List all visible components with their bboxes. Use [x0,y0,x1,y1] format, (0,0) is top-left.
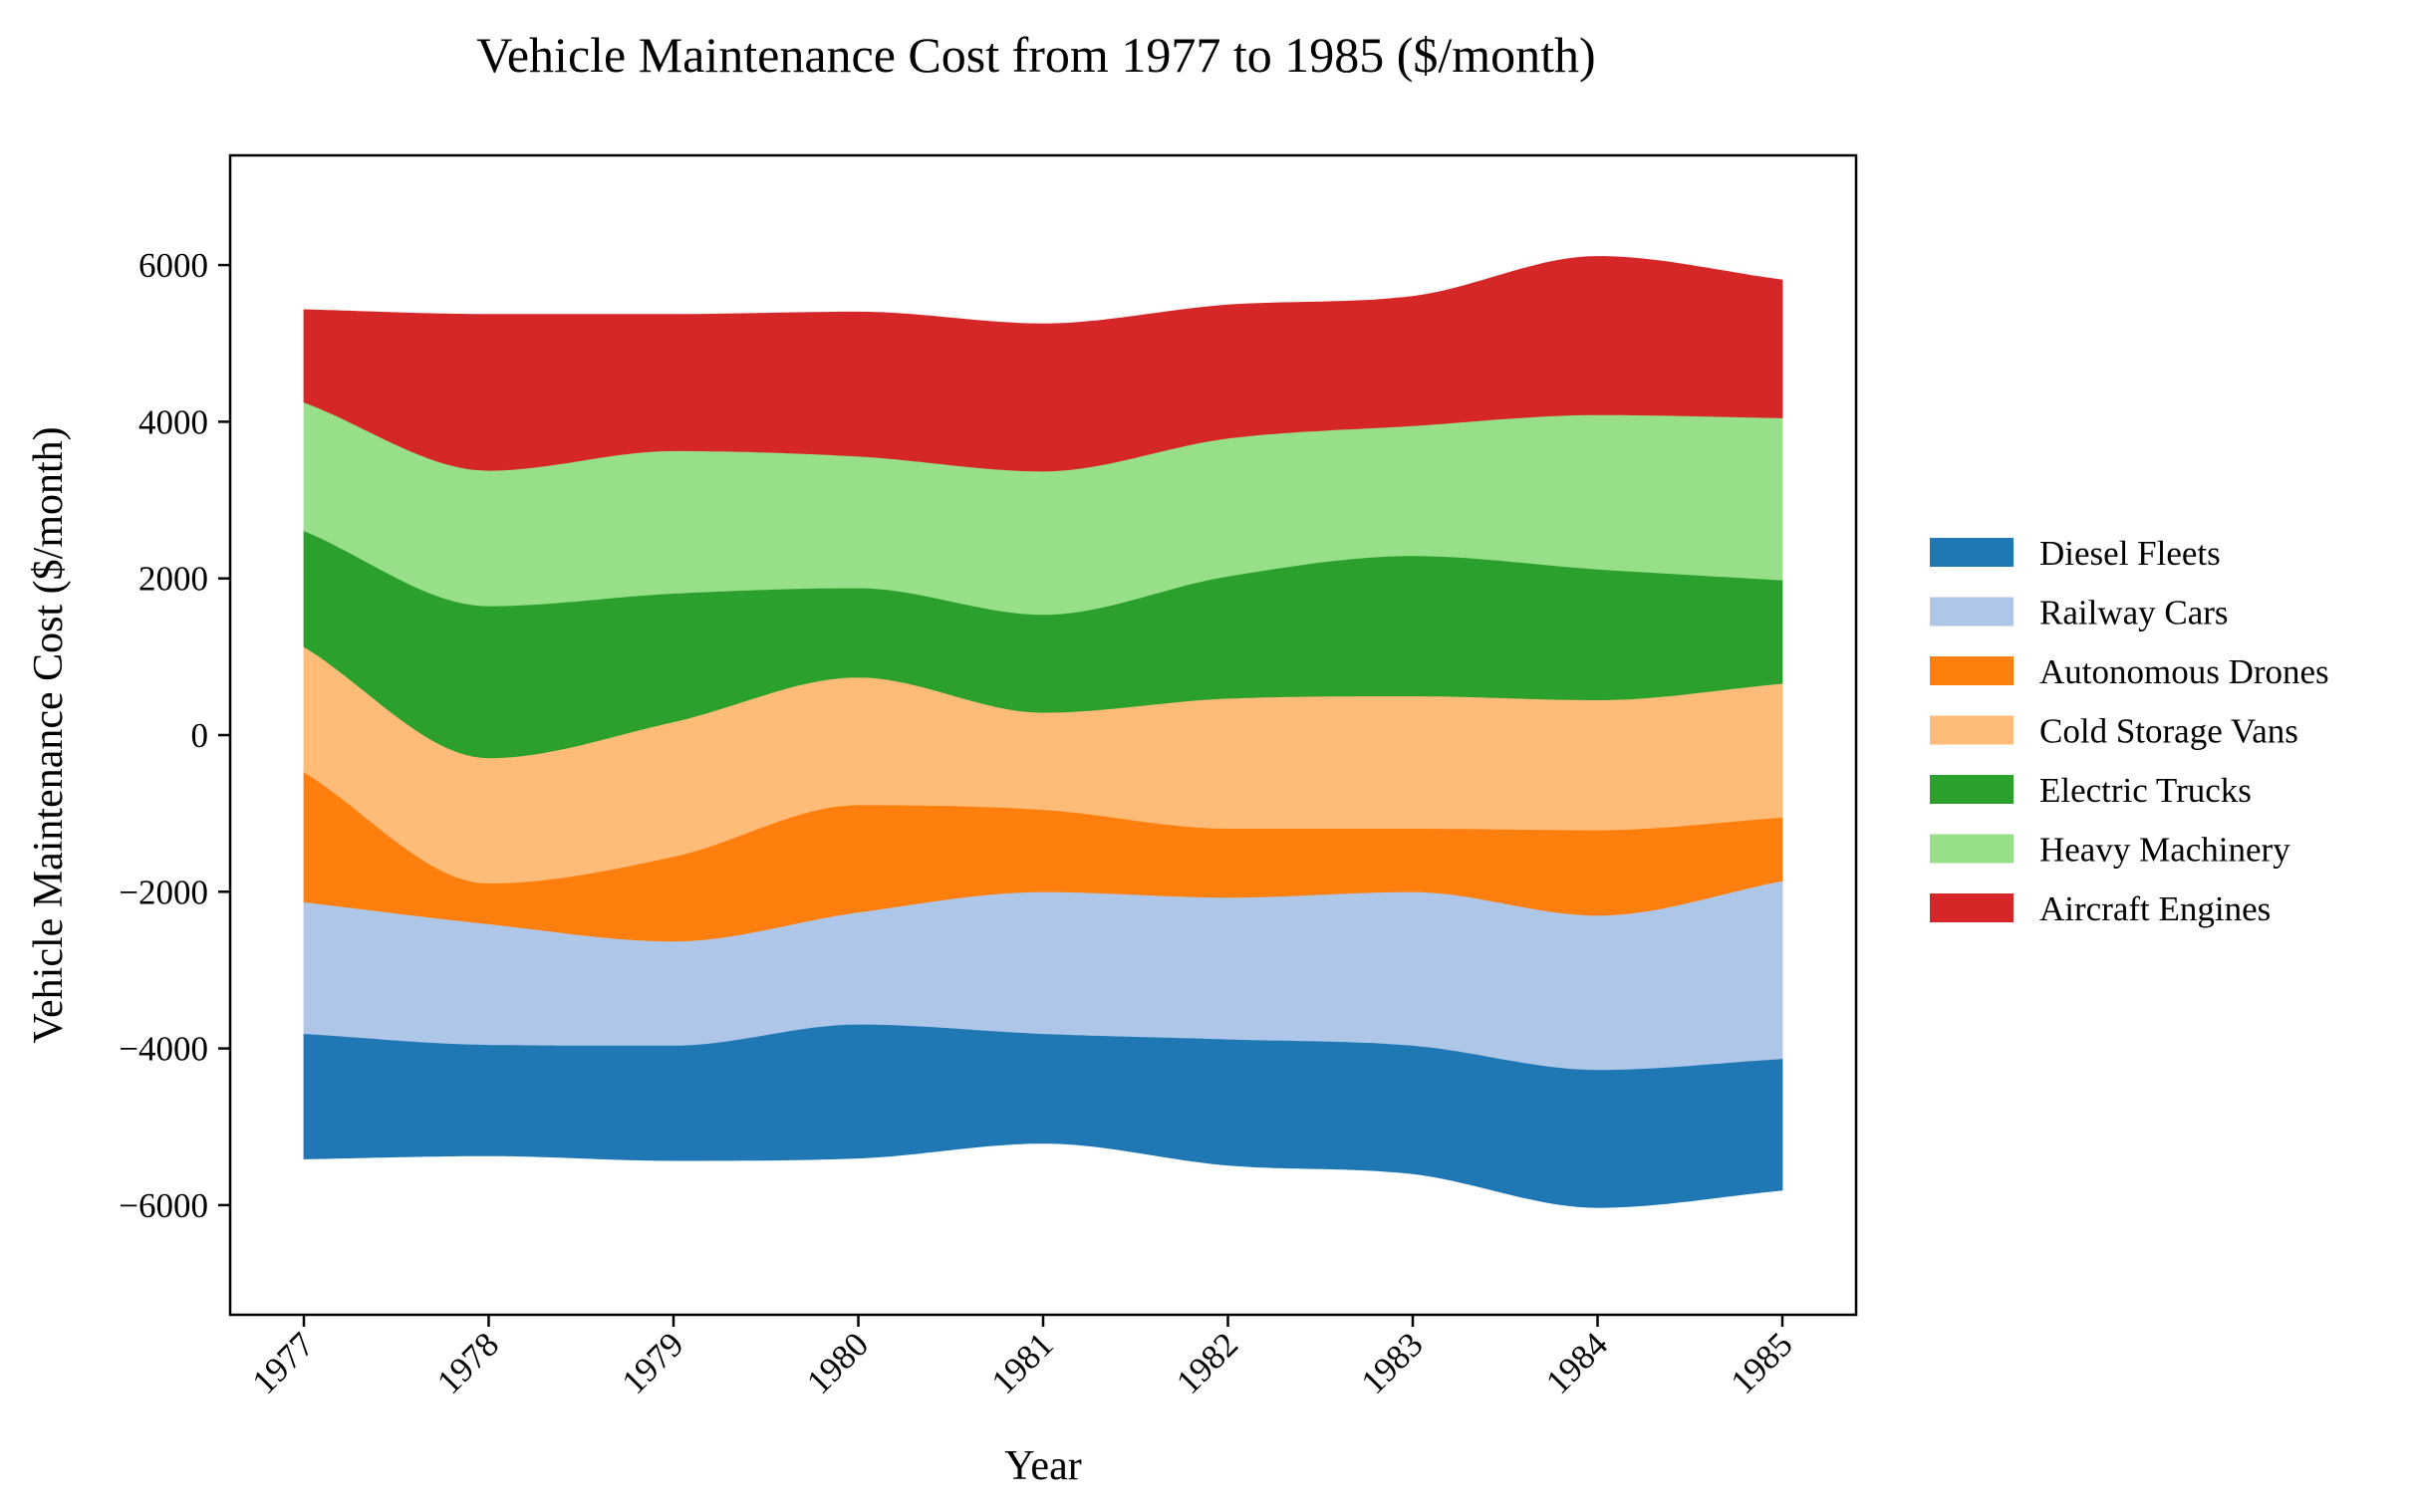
x-tick-label: 1977 [245,1325,322,1401]
legend-label: Railway Cars [2039,594,2229,632]
legend-swatch [1930,597,2014,627]
legend-swatch [1930,656,2014,685]
y-tick-label: 0 [191,716,209,755]
legend-swatch [1930,538,2014,567]
y-axis-label: Vehicle Maintenance Cost ($/month) [26,426,72,1043]
y-tick-label: 2000 [138,560,208,599]
x-axis: 1977 1978 1979 1980 1981 1982 1983 1984 1985 [245,1315,1800,1401]
legend-swatch [1930,715,2014,745]
stream-aircraft-engines [303,256,1783,472]
chart-title: Vehicle Maintenance Cost from 1977 to 19… [476,27,1595,83]
legend-swatch [1930,893,2014,922]
x-axis-label: Year [1004,1443,1081,1489]
legend-label: Aircraft Engines [2039,889,2271,928]
x-tick-label: 1980 [799,1325,876,1401]
y-tick-label: 4000 [138,402,208,441]
y-tick-label: −6000 [119,1186,208,1225]
x-tick-label: 1983 [1354,1325,1431,1401]
y-axis: −6000 −4000 −2000 0 2000 4000 6000 [119,246,230,1225]
x-tick-label: 1978 [429,1325,506,1401]
x-tick-label: 1985 [1724,1325,1800,1401]
x-tick-label: 1984 [1538,1325,1615,1401]
legend-label: Cold Storage Vans [2039,712,2298,751]
y-tick-label: 6000 [138,246,208,285]
y-tick-label: −2000 [119,873,208,911]
x-tick-label: 1981 [984,1325,1061,1401]
x-tick-label: 1982 [1169,1325,1245,1401]
y-tick-label: −4000 [119,1030,208,1069]
legend: Diesel Fleets Railway Cars Autonomous Dron… [1930,534,2329,928]
legend-swatch [1930,775,2014,804]
legend-label: Electric Trucks [2039,771,2252,810]
legend-label: Heavy Machinery [2039,831,2290,870]
legend-label: Autonomous Drones [2039,652,2329,691]
x-tick-label: 1979 [615,1325,691,1401]
legend-swatch [1930,834,2014,864]
stream-layers [303,256,1783,1208]
legend-label: Diesel Fleets [2039,534,2221,573]
